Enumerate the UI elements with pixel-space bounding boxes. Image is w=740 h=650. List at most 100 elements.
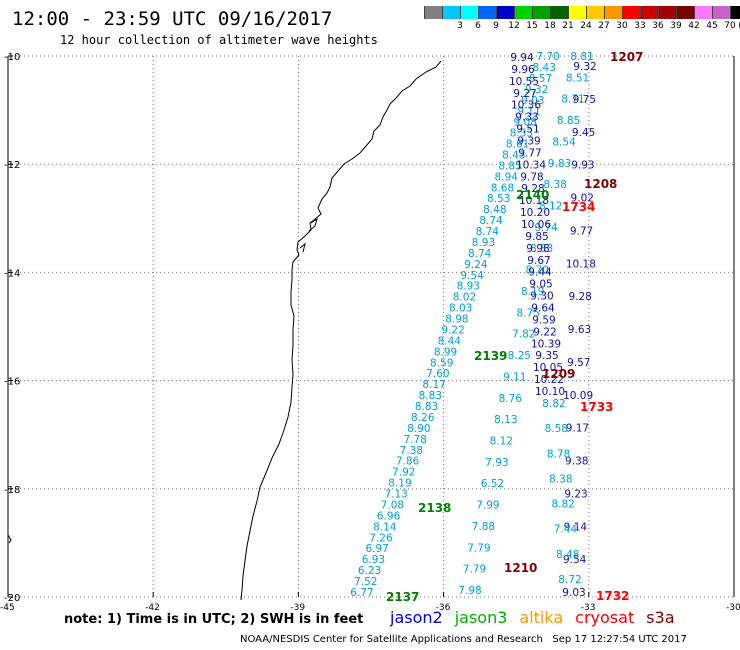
chart-title: 12:00 - 23:59 UTC 09/16/2017 bbox=[12, 8, 333, 30]
color-scale-label: 39 bbox=[670, 21, 682, 31]
wave-height-value: 7.08 bbox=[381, 499, 404, 511]
wave-height-value: 8.81 bbox=[570, 51, 593, 63]
wave-height-value: 9.23 bbox=[564, 488, 587, 500]
lon-tick-label: -45 bbox=[0, 603, 15, 613]
wave-height-value: 6.96 bbox=[377, 510, 401, 522]
lat-tick-label: -10 bbox=[4, 52, 20, 63]
pass-number-label: 2137 bbox=[386, 590, 419, 604]
wave-height-value: 6.93 bbox=[362, 554, 385, 566]
wave-height-value: 8.02 bbox=[453, 292, 476, 304]
wave-height-value: 8.38 bbox=[549, 473, 572, 485]
wave-height-value: 10.55 bbox=[509, 76, 539, 88]
pass-number-label: 2140 bbox=[516, 188, 549, 202]
wave-height-value: 9.35 bbox=[535, 350, 558, 362]
wave-height-value: 9.22 bbox=[533, 326, 556, 338]
lat-tick-label: -18 bbox=[4, 485, 20, 496]
wave-height-value: 7.88 bbox=[472, 521, 495, 533]
wave-height-value: 8.98 bbox=[445, 314, 468, 326]
wave-height-value: 8.54 bbox=[552, 136, 576, 148]
wave-height-value: 9.93 bbox=[571, 160, 594, 172]
wave-height-value: 8.76 bbox=[499, 393, 523, 405]
chart-subtitle: 12 hour collection of altimeter wave hei… bbox=[60, 33, 378, 47]
wave-height-value: 10.18 bbox=[519, 195, 549, 207]
color-scale-label: 36 bbox=[652, 21, 664, 31]
wave-height-value: 8.53 bbox=[487, 193, 510, 205]
color-swatch bbox=[514, 6, 532, 19]
footnote: note: 1) Time is in UTC; 2) SWH is in fe… bbox=[64, 612, 364, 627]
wave-height-value: 8.13 bbox=[494, 414, 517, 426]
wave-height-value: 8.70 bbox=[526, 265, 549, 277]
wave-height-value: 8.85 bbox=[498, 160, 521, 172]
color-scale-label: 70 bbox=[724, 21, 736, 31]
lon-tick-label: -39 bbox=[290, 603, 305, 613]
wave-height-value: 9.27 bbox=[513, 88, 536, 100]
wave-height-value: 8.43 bbox=[502, 149, 525, 161]
wave-height-value: 9.98 bbox=[526, 243, 549, 255]
wave-height-value: 8.48 bbox=[556, 549, 579, 561]
wave-height-value: 8.19 bbox=[388, 478, 411, 490]
color-scale-label: 45 bbox=[706, 21, 718, 31]
color-scale-label: 42 bbox=[688, 21, 700, 31]
wave-height-value: 10.06 bbox=[521, 219, 551, 231]
footer-timestamp: Sep 17 12:27:54 UTC 2017 bbox=[552, 634, 687, 645]
wave-height-value: 8.68 bbox=[491, 182, 514, 194]
wave-height-value: 8.61 bbox=[506, 139, 529, 151]
altimeter-tracks: 7.708.438.579.329.039.119.088.338.618.43… bbox=[350, 51, 596, 599]
pass-number-label: 2138 bbox=[418, 501, 451, 515]
wave-height-value: 6.77 bbox=[350, 587, 373, 599]
footer-center: NOAA/NESDIS Center for Satellite Applica… bbox=[240, 634, 543, 645]
coastline-bay-detail bbox=[299, 217, 318, 253]
wave-height-value: 9.54 bbox=[563, 554, 587, 566]
wave-height-value: 9.57 bbox=[567, 357, 590, 369]
color-scale-label: 12 bbox=[508, 21, 520, 31]
map-axes: -10 -12 -14 -16 -18 -20-45 -42 -39 -36 -33 -30 bbox=[0, 52, 740, 613]
wave-height-value: 10.36 bbox=[511, 100, 541, 112]
wave-height-value: 7.79 bbox=[467, 542, 490, 554]
color-swatch bbox=[478, 6, 496, 19]
footer-credit: NOAA/NESDIS Center for Satellite Applica… bbox=[240, 634, 687, 645]
wave-height-value: 10.09 bbox=[563, 390, 593, 402]
coastline bbox=[240, 60, 442, 601]
wave-height-value: 9.39 bbox=[517, 136, 540, 148]
color-swatch bbox=[532, 6, 550, 19]
wave-height-value: 9.05 bbox=[529, 279, 552, 291]
lat-tick-label: -12 bbox=[4, 160, 20, 171]
color-swatch bbox=[730, 6, 740, 19]
wave-height-value: 9.11 bbox=[503, 371, 526, 383]
color-scale-label: 18 bbox=[544, 21, 556, 31]
wave-height-value: 8.38 bbox=[543, 179, 566, 191]
wave-height-value: 7.13 bbox=[384, 489, 407, 501]
wave-height-value: 8.93 bbox=[457, 281, 480, 293]
wave-height-value: 9.30 bbox=[530, 291, 553, 303]
wave-height-value: 9.45 bbox=[572, 127, 595, 139]
color-swatch bbox=[424, 6, 442, 19]
wave-height-value: 7.38 bbox=[400, 445, 423, 457]
island-detail bbox=[7, 534, 12, 544]
wave-height-value: 10.34 bbox=[516, 159, 546, 171]
wave-height-value: 8.44 bbox=[438, 335, 462, 347]
wave-height-value: 6.97 bbox=[365, 543, 388, 555]
wave-height-value: 8.93 bbox=[472, 237, 495, 249]
wave-height-value: 9.24 bbox=[464, 259, 488, 271]
pass-number-label: 2139 bbox=[474, 349, 507, 363]
wave-height-value: 8.82 bbox=[551, 499, 574, 511]
wave-height-value: 8.03 bbox=[449, 303, 472, 315]
wave-height-value: 8.12 bbox=[490, 435, 513, 447]
wave-height-value: 9.38 bbox=[565, 456, 588, 468]
color-swatch bbox=[658, 6, 676, 19]
wave-height-value: 9.83 bbox=[548, 158, 571, 170]
wave-height-value: 8.17 bbox=[422, 379, 445, 391]
wave-height-value: 8.33 bbox=[510, 128, 533, 140]
wave-height-value: 10.10 bbox=[535, 386, 565, 398]
wave-height-value: 9.28 bbox=[568, 291, 591, 303]
wave-height-value: 9.14 bbox=[564, 521, 588, 533]
color-scale-label: 3 bbox=[457, 21, 463, 31]
lat-tick-label: -16 bbox=[4, 377, 20, 388]
wave-height-value: 7.26 bbox=[369, 532, 393, 544]
wave-height-value: 10.22 bbox=[534, 374, 564, 386]
pass-number-label: 1733 bbox=[580, 400, 613, 414]
color-scale-label: 27 bbox=[598, 21, 610, 31]
wave-height-value: 8.82 bbox=[542, 398, 565, 410]
pass-labels: 1207 1208 1209 1210 1732 1733 1734 2137 2138 2139… bbox=[386, 50, 643, 604]
wave-height-value: 9.03 bbox=[562, 587, 585, 599]
